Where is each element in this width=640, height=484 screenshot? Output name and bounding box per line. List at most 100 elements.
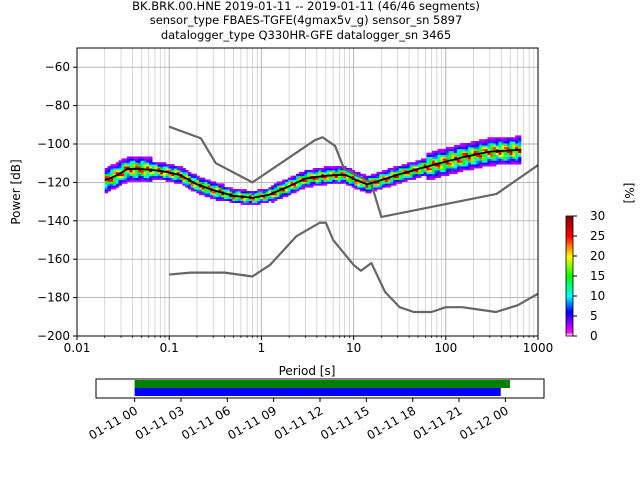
heatmap-cell [243, 202, 247, 205]
y-tick-label: −160 [37, 252, 70, 266]
heatmap-cell [432, 169, 436, 173]
heatmap-cell [398, 166, 403, 169]
heatmap-cell [481, 160, 486, 163]
heatmap-cell [243, 191, 247, 194]
heatmap-cell [329, 177, 333, 180]
heatmap-cell [260, 192, 264, 196]
heatmap-cell [235, 200, 239, 203]
heatmap-cell [246, 198, 250, 202]
heatmap-cell [104, 169, 109, 173]
heatmap-cell [210, 196, 214, 200]
heatmap-cell [454, 169, 458, 173]
heatmap-cell [409, 177, 414, 180]
heatmap-cell [329, 169, 333, 173]
heatmap-cell [162, 177, 167, 180]
heatmap-cell [154, 173, 159, 177]
heatmap-cell [199, 177, 203, 180]
heatmap-cell [149, 158, 153, 161]
heatmap-cell [240, 202, 245, 205]
heatmap-cell [476, 160, 480, 163]
heatmap-cell [456, 158, 461, 161]
heatmap-cell [301, 171, 306, 175]
heatmap-cell [390, 171, 394, 175]
heatmap-cell [445, 164, 450, 167]
heatmap-cell [138, 177, 142, 180]
heatmap-cell [504, 162, 508, 165]
heatmap-cell [276, 194, 281, 198]
heatmap-cell [215, 196, 220, 200]
heatmap-cell [107, 189, 111, 192]
heatmap-cell [493, 137, 497, 140]
chart-title-line-2: sensor_type FBAES-TGFE(4gmax5v_g) sensor… [150, 13, 463, 27]
heatmap-cell [329, 179, 333, 182]
heatmap-cell [398, 177, 403, 180]
heatmap-cell [432, 162, 436, 165]
heatmap-cell [293, 187, 297, 190]
heatmap-cell [201, 181, 206, 184]
heatmap-cell [140, 166, 145, 169]
heatmap-cell [140, 177, 145, 180]
heatmap-cell [312, 169, 317, 173]
heatmap-cell [490, 139, 494, 142]
heatmap-cell [160, 175, 164, 178]
heatmap-cell [187, 177, 192, 180]
heatmap-cell [465, 150, 469, 154]
heatmap-cell [462, 160, 466, 163]
heatmap-cell [224, 198, 228, 202]
heatmap-cell [246, 194, 250, 198]
heatmap-cell [146, 175, 150, 178]
heatmap-cell [407, 177, 411, 180]
heatmap-cell [187, 175, 192, 178]
heatmap-cell [429, 156, 433, 159]
heatmap-cell [246, 191, 250, 194]
heatmap-cell [104, 189, 109, 192]
heatmap-cell [312, 179, 317, 182]
heatmap-cell [487, 156, 491, 159]
heatmap-cell [321, 177, 325, 180]
heatmap-cell [462, 164, 466, 167]
heatmap-cell [506, 162, 511, 165]
heatmap-cell [404, 169, 408, 173]
heatmap-cell [118, 164, 122, 167]
heatmap-cell [282, 185, 286, 188]
heatmap-cell [357, 185, 361, 188]
heatmap-cell [315, 181, 319, 184]
heatmap-cell [412, 162, 416, 165]
heatmap-cell [459, 168, 464, 171]
heatmap-cell [359, 173, 364, 177]
heatmap-cell [456, 152, 461, 155]
heatmap-cell [201, 189, 206, 192]
heatmap-cell [232, 189, 236, 192]
heatmap-cell [262, 192, 267, 196]
heatmap-cell [359, 179, 364, 182]
heatmap-cell [509, 152, 514, 155]
heatmap-cell [307, 175, 311, 178]
heatmap-cell [451, 168, 455, 171]
heatmap-cell [437, 160, 441, 163]
heatmap-cell [251, 198, 256, 202]
coverage-tick-label: 01-11 06 [179, 403, 233, 442]
heatmap-cell [456, 144, 461, 148]
x-tick-label: 100 [434, 341, 457, 355]
heatmap-cell [110, 169, 114, 173]
heatmap-cell [121, 177, 125, 180]
heatmap-cell [332, 179, 336, 182]
heatmap-cell [273, 187, 278, 190]
heatmap-cell [487, 139, 491, 142]
heatmap-cell [434, 168, 439, 171]
heatmap-cell [185, 169, 189, 173]
x-tick-label: 10 [346, 341, 361, 355]
heatmap-cell [110, 181, 114, 184]
heatmap-cell [196, 177, 200, 180]
heatmap-cell [276, 196, 281, 200]
heatmap-cell [459, 158, 464, 161]
heatmap-cell [398, 179, 403, 182]
heatmap-cell [323, 166, 328, 169]
heatmap-cell [268, 191, 272, 194]
heatmap-cell [271, 185, 275, 188]
heatmap-cell [151, 164, 156, 167]
heatmap-cell [232, 196, 236, 200]
heatmap-cell [354, 183, 358, 186]
heatmap-cell [340, 179, 344, 182]
heatmap-cell [429, 160, 433, 163]
